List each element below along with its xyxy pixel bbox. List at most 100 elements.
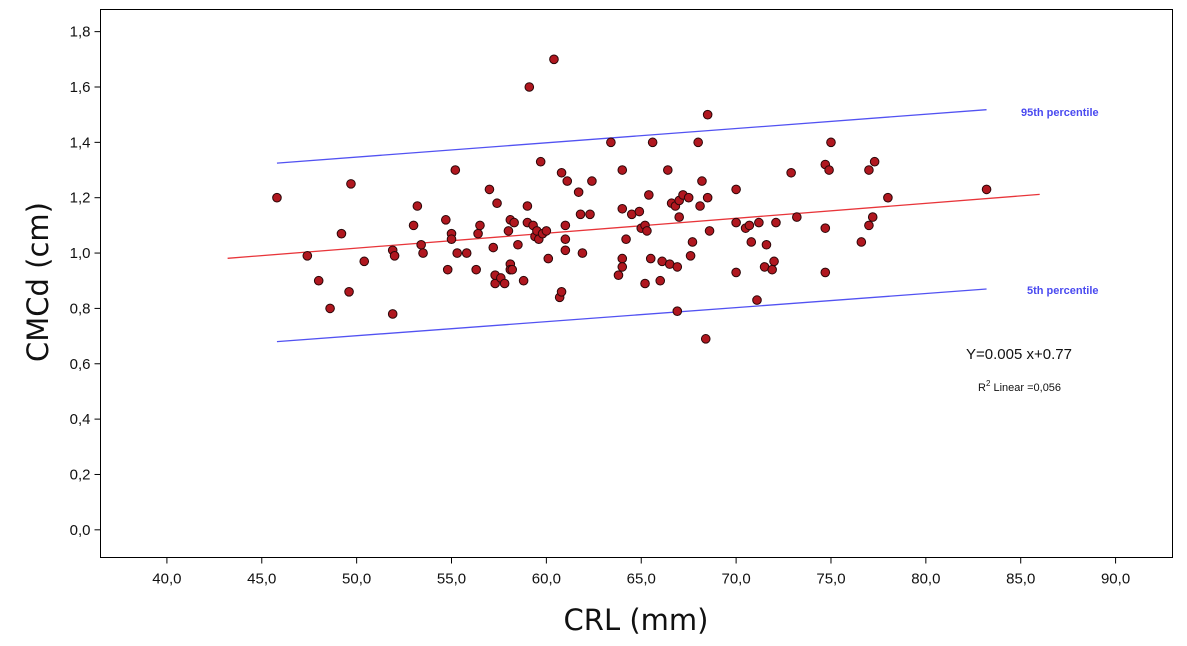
x-axis: 40,0 45,0 50,0 55,0 60,0 65,0 70,0 75,0 80,0 85,0… (152, 557, 1130, 588)
p95-label: 95th percentile (1021, 107, 1099, 119)
data-point (704, 226, 715, 236)
data-point (272, 192, 282, 203)
data-point (731, 267, 741, 278)
data-point (336, 228, 347, 239)
data-point (573, 187, 584, 197)
y-tick-label: 0,8 (70, 300, 91, 317)
data-point (416, 239, 426, 250)
x-tick-label: 40,0 (152, 571, 181, 588)
data-point (864, 220, 874, 231)
data-point (606, 137, 616, 148)
y-tick-label: 1,8 (70, 24, 91, 41)
y-tick-label: 1,0 (70, 245, 91, 262)
data-point (585, 209, 595, 220)
data-point (452, 248, 463, 258)
data-point (389, 251, 400, 261)
data-point (640, 278, 650, 289)
data-point (461, 248, 472, 258)
y-tick-label: 0,0 (70, 522, 91, 539)
data-point (824, 165, 834, 175)
data-point (672, 306, 683, 316)
regression-equation: Y=0.005 x+0.77 (966, 346, 1072, 363)
data-point (786, 167, 796, 178)
data-point (634, 206, 645, 217)
regression-line (227, 193, 1040, 259)
data-point (513, 239, 523, 250)
y-tick-label: 1,2 (70, 190, 91, 207)
data-point (820, 223, 831, 233)
data-point (674, 212, 684, 222)
data-point (556, 167, 567, 178)
data-point (744, 220, 755, 231)
data-point (771, 217, 781, 228)
data-point (864, 165, 874, 175)
data-point (473, 228, 483, 239)
data-point (492, 198, 502, 209)
data-point (617, 203, 628, 214)
data-point (752, 295, 762, 305)
data-point (387, 309, 398, 319)
data-point (644, 190, 654, 200)
data-point (499, 278, 510, 289)
data-point (535, 156, 546, 167)
data-point (685, 251, 696, 261)
data-point (617, 262, 628, 272)
x-tick-label: 80,0 (911, 571, 940, 588)
data-point (647, 137, 658, 148)
data-point (746, 237, 757, 247)
data-point (313, 275, 324, 286)
data-point (488, 242, 499, 253)
data-point (695, 201, 705, 211)
p5-label: 5th percentile (1027, 285, 1099, 297)
data-point (820, 267, 831, 278)
data-point (408, 220, 419, 231)
fit-lines (227, 109, 1040, 343)
data-point (522, 201, 533, 211)
data-point (359, 256, 370, 267)
y-tick-label: 1,4 (70, 134, 91, 151)
data-point (475, 220, 485, 231)
data-point (883, 192, 893, 203)
data-point (556, 287, 567, 297)
data-points (272, 54, 992, 344)
x-tick-label: 65,0 (627, 571, 656, 588)
data-point (471, 264, 481, 275)
r2-r: R (978, 382, 986, 394)
data-point (441, 215, 451, 225)
data-point (867, 212, 878, 222)
data-point (826, 137, 836, 148)
x-tick-label: 70,0 (722, 571, 751, 588)
data-point (621, 234, 631, 245)
y-axis-title: CMCd (cm) (21, 202, 55, 362)
data-point (302, 251, 313, 261)
data-point (446, 234, 457, 245)
data-point (702, 109, 713, 120)
data-point (617, 165, 628, 175)
data-point (731, 184, 741, 195)
data-point (769, 256, 779, 267)
x-tick-label: 45,0 (247, 571, 276, 588)
y-tick-label: 1,6 (70, 79, 91, 96)
data-point (856, 237, 867, 247)
data-point (587, 176, 597, 186)
data-point (697, 176, 707, 186)
data-point (981, 184, 992, 195)
data-point (642, 226, 652, 236)
data-point (549, 54, 559, 65)
data-point (562, 176, 573, 186)
data-point (507, 264, 518, 275)
data-point (645, 253, 656, 264)
data-point (663, 165, 673, 175)
data-point (869, 156, 880, 167)
data-point (655, 275, 666, 286)
data-point (731, 217, 741, 228)
data-point (761, 239, 772, 250)
data-point (524, 82, 535, 92)
data-point (484, 184, 495, 195)
data-point (617, 253, 628, 264)
percentile-95-line (276, 109, 987, 164)
data-point (543, 253, 554, 264)
data-point (687, 237, 698, 247)
data-point (683, 192, 694, 203)
